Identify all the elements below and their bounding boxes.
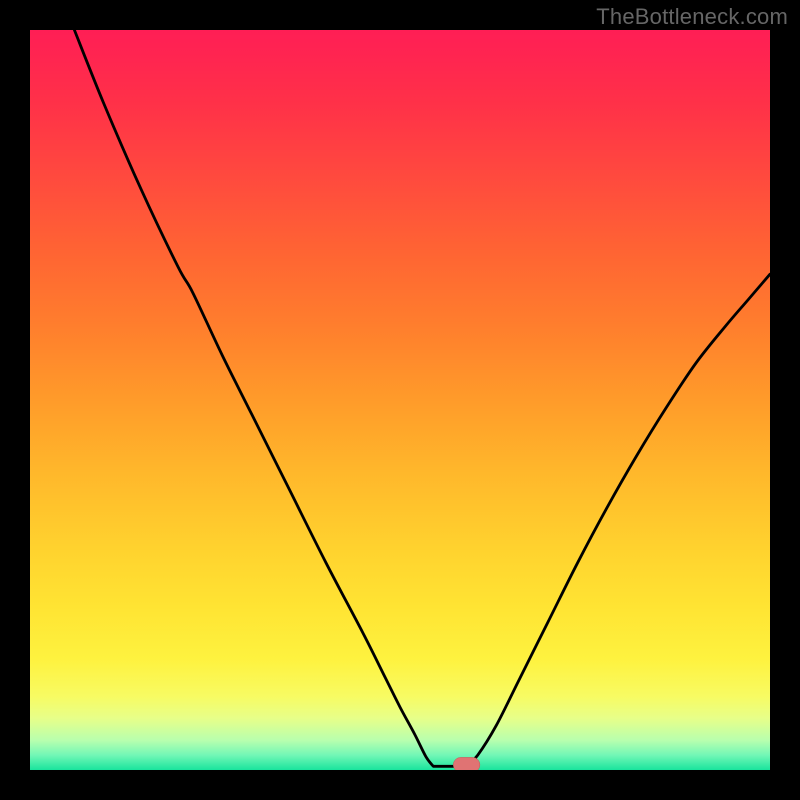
- plot-area: [30, 30, 770, 770]
- gradient-background: [30, 30, 770, 770]
- optimum-marker: [453, 757, 480, 770]
- plot-svg: [30, 30, 770, 770]
- watermark-text: TheBottleneck.com: [596, 4, 788, 30]
- chart-container: TheBottleneck.com: [0, 0, 800, 800]
